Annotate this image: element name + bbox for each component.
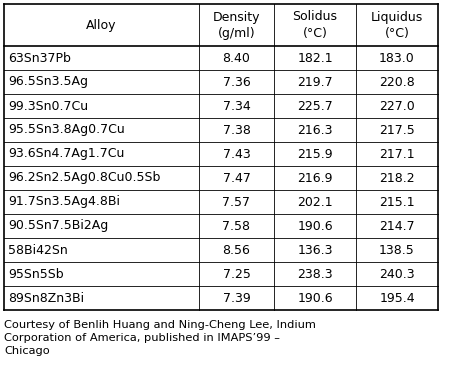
Text: 136.3: 136.3 [297, 243, 333, 256]
Text: 190.6: 190.6 [297, 291, 333, 304]
Text: 93.6Sn4.7Ag1.7Cu: 93.6Sn4.7Ag1.7Cu [8, 147, 124, 160]
Text: 89Sn8Zn3Bi: 89Sn8Zn3Bi [8, 291, 84, 304]
Text: 225.7: 225.7 [297, 99, 333, 112]
Text: 95Sn5Sb: 95Sn5Sb [8, 267, 64, 280]
Text: Corporation of America, published in IMAPS’99 –: Corporation of America, published in IMA… [4, 333, 280, 343]
Text: 8.40: 8.40 [223, 51, 250, 64]
Text: Alloy: Alloy [86, 18, 117, 32]
Text: 240.3: 240.3 [379, 267, 415, 280]
Text: 7.38: 7.38 [223, 123, 250, 136]
Text: Chicago: Chicago [4, 346, 50, 356]
Text: Liquidus
(°C): Liquidus (°C) [371, 10, 423, 39]
Text: 95.5Sn3.8Ag0.7Cu: 95.5Sn3.8Ag0.7Cu [8, 123, 125, 136]
Text: 183.0: 183.0 [379, 51, 415, 64]
Text: 7.39: 7.39 [223, 291, 250, 304]
Text: 91.7Sn3.5Ag4.8Bi: 91.7Sn3.5Ag4.8Bi [8, 195, 120, 208]
Text: 218.2: 218.2 [379, 171, 415, 184]
Text: 7.36: 7.36 [223, 75, 250, 88]
Text: 216.3: 216.3 [297, 123, 333, 136]
Text: 190.6: 190.6 [297, 219, 333, 232]
Text: 215.9: 215.9 [297, 147, 333, 160]
Text: 58Bi42Sn: 58Bi42Sn [8, 243, 68, 256]
Text: 238.3: 238.3 [297, 267, 333, 280]
Text: 215.1: 215.1 [379, 195, 415, 208]
Text: 219.7: 219.7 [297, 75, 333, 88]
Text: 7.58: 7.58 [222, 219, 250, 232]
Text: 8.56: 8.56 [223, 243, 250, 256]
Text: 7.47: 7.47 [223, 171, 250, 184]
Text: 7.34: 7.34 [223, 99, 250, 112]
Text: 7.25: 7.25 [223, 267, 250, 280]
Text: Courtesy of Benlih Huang and Ning-Cheng Lee, Indium: Courtesy of Benlih Huang and Ning-Cheng … [4, 320, 316, 330]
Text: 63Sn37Pb: 63Sn37Pb [8, 51, 71, 64]
Text: 7.57: 7.57 [222, 195, 250, 208]
Text: 214.7: 214.7 [379, 219, 415, 232]
Text: 217.1: 217.1 [379, 147, 415, 160]
Text: 138.5: 138.5 [379, 243, 415, 256]
Text: 220.8: 220.8 [379, 75, 415, 88]
Text: 99.3Sn0.7Cu: 99.3Sn0.7Cu [8, 99, 88, 112]
Text: 96.2Sn2.5Ag0.8Cu0.5Sb: 96.2Sn2.5Ag0.8Cu0.5Sb [8, 171, 160, 184]
Text: Density
(g/ml): Density (g/ml) [213, 10, 260, 39]
Text: 195.4: 195.4 [379, 291, 415, 304]
Text: 227.0: 227.0 [379, 99, 415, 112]
Text: 216.9: 216.9 [297, 171, 333, 184]
Text: 7.43: 7.43 [223, 147, 250, 160]
Text: 202.1: 202.1 [297, 195, 333, 208]
Text: 217.5: 217.5 [379, 123, 415, 136]
Text: 182.1: 182.1 [297, 51, 333, 64]
Text: 90.5Sn7.5Bi2Ag: 90.5Sn7.5Bi2Ag [8, 219, 108, 232]
Text: Solidus
(°C): Solidus (°C) [292, 10, 337, 39]
Text: 96.5Sn3.5Ag: 96.5Sn3.5Ag [8, 75, 88, 88]
